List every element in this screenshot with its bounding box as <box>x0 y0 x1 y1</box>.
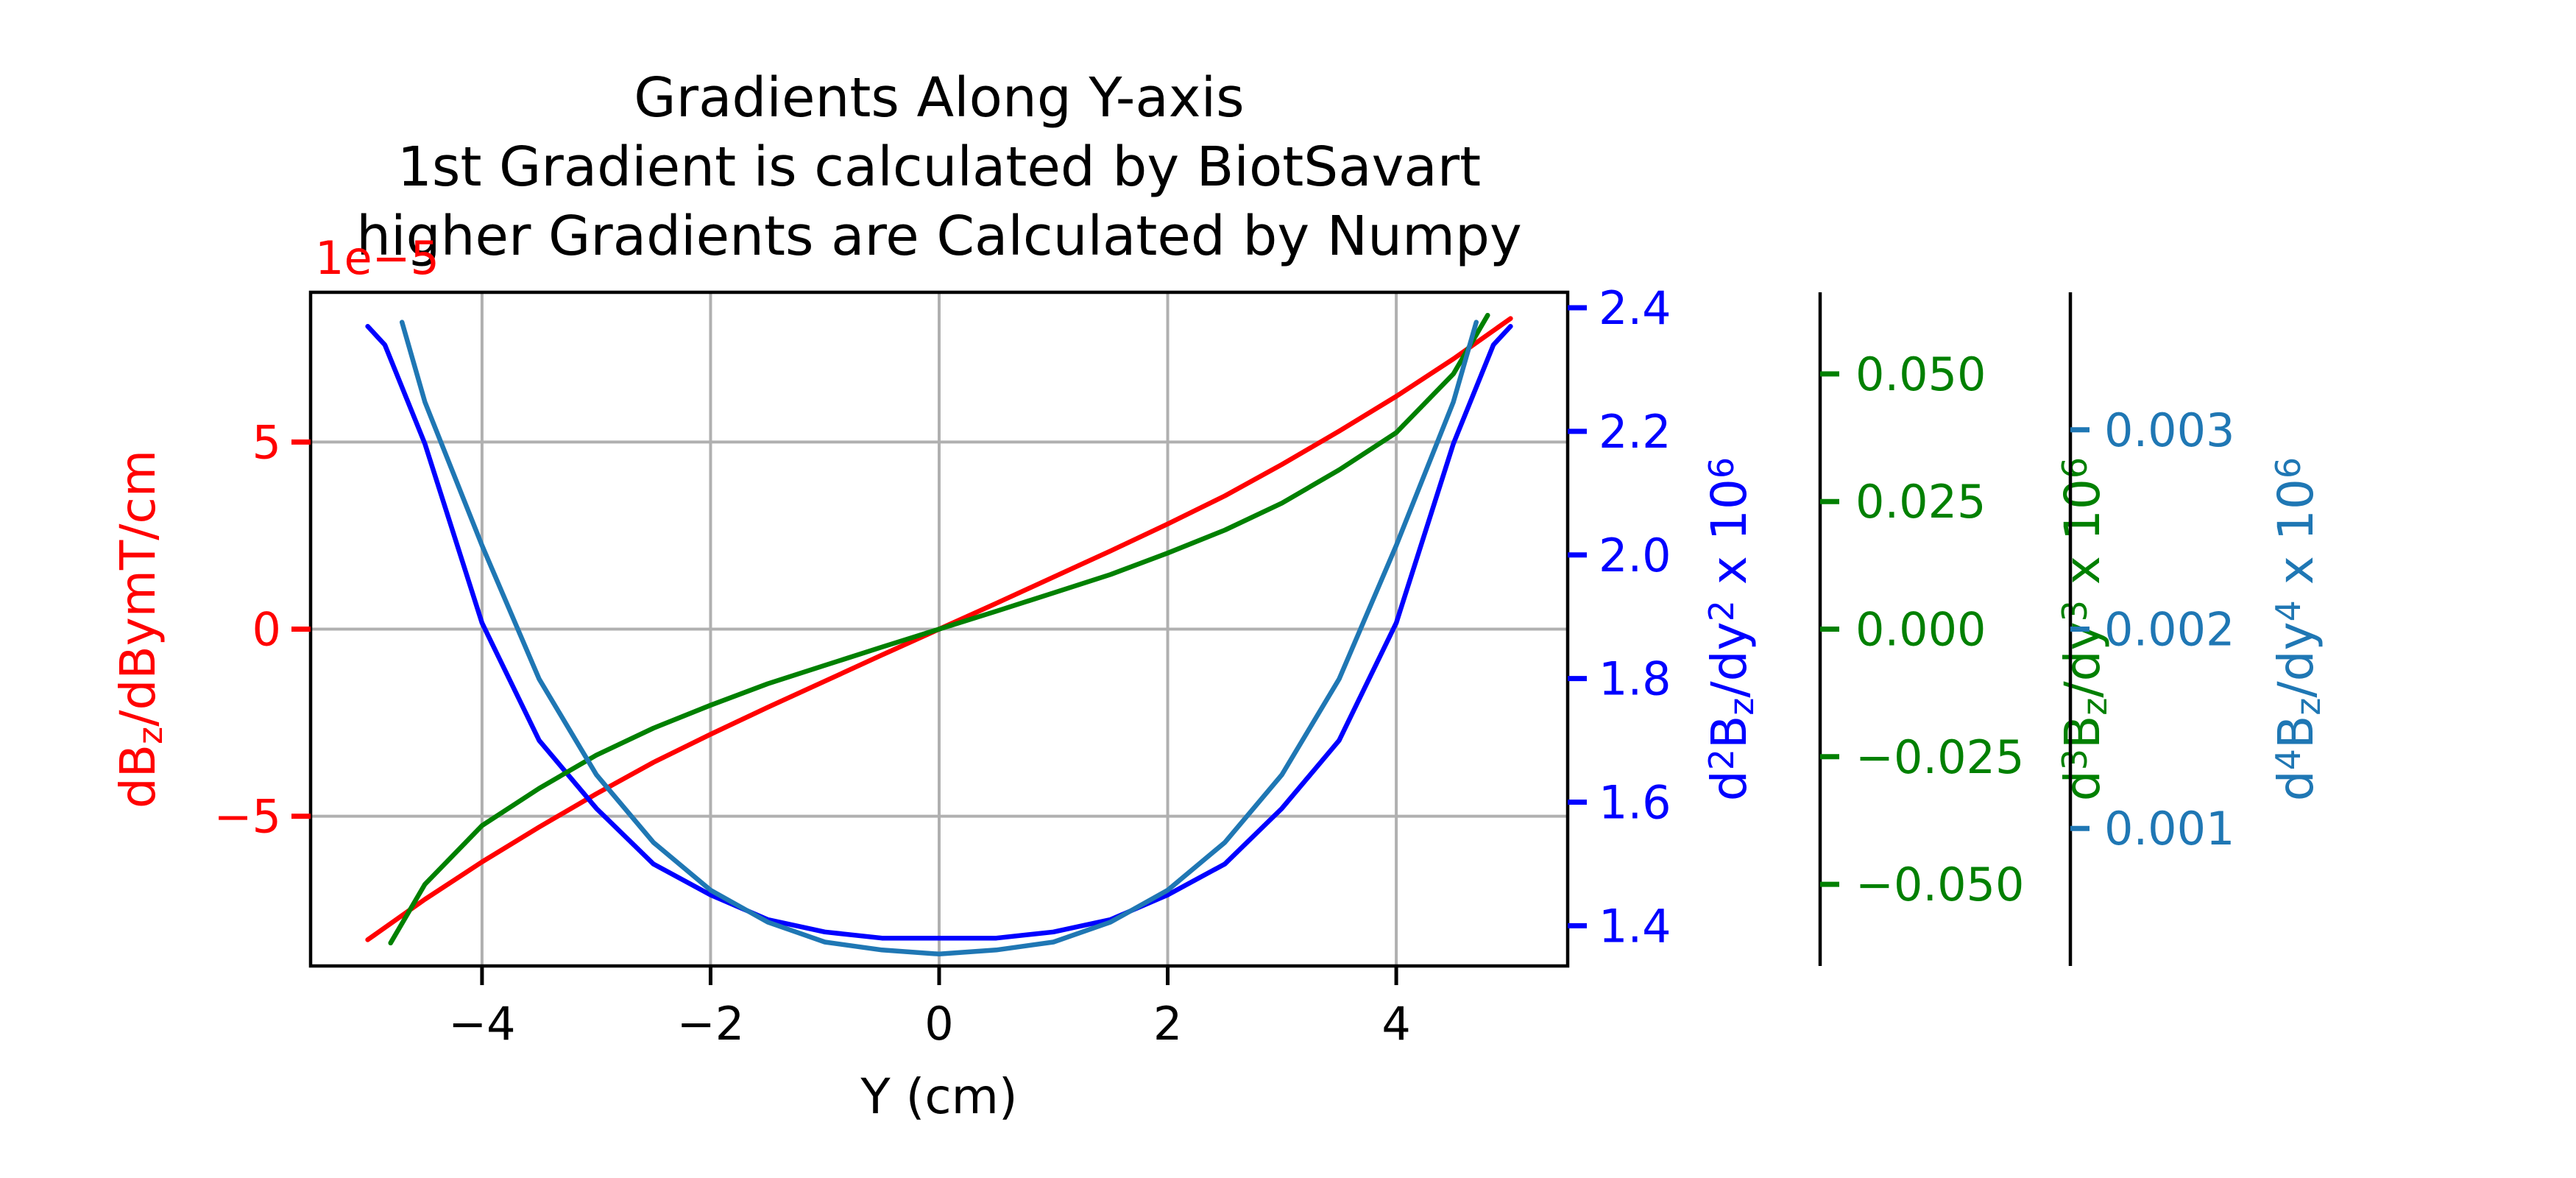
x-axis: −4 −2 0 2 4 <box>448 966 1411 1051</box>
y-tick-label: 0 <box>252 603 281 657</box>
y-axis-a3: −0.050 −0.025 0.000 0.025 0.050 d3Bz/dy3 x 10… <box>1818 292 2115 966</box>
y-axis-label-a1: dBz/dBymT/cm <box>110 450 170 808</box>
y-axis-a2: 1.4 1.6 1.8 2.0 2.2 2.4 d2Bz/dy2 x 106 <box>1568 281 1761 953</box>
title-line-3: higher Gradients are Calculated by Numpy <box>356 205 1522 268</box>
y-tick-label: 0.003 <box>2104 403 2235 457</box>
y-axes: −5 0 5 dBz/dBymT/cm 1.4 1.6 1.8 2.0 2.2 2.4 d2Bz/d… <box>110 281 2328 966</box>
y-tick-label: 0.001 <box>2104 802 2235 856</box>
y-tick-label: 2.2 <box>1599 405 1671 459</box>
chart-title: Gradients Along Y-axis 1st Gradient is c… <box>356 66 1522 268</box>
y-tick-label: −0.050 <box>1855 858 2024 911</box>
title-line-1: Gradients Along Y-axis <box>634 66 1244 130</box>
y-tick-label: 0.002 <box>2104 603 2235 657</box>
y-axis-label-a3: d3Bz/dy3 x 106 <box>2054 457 2115 801</box>
x-tick-label: 0 <box>924 997 953 1051</box>
plot-lines <box>365 312 1513 957</box>
series-line-a3 <box>388 312 1490 946</box>
series-line-a2 <box>365 323 1513 941</box>
x-tick-label: 2 <box>1153 997 1182 1051</box>
y-tick-label: −5 <box>214 790 281 844</box>
x-tick-label: −4 <box>448 997 515 1051</box>
y-tick-label: 2.4 <box>1599 281 1671 335</box>
title-line-2: 1st Gradient is calculated by BiotSavart <box>397 135 1481 199</box>
y-tick-label: 0.025 <box>1855 475 1986 529</box>
y-tick-label: 1.8 <box>1599 652 1671 706</box>
y-tick-label: 5 <box>252 415 281 469</box>
x-tick-label: −2 <box>677 997 744 1051</box>
y-axis-label-a2: d2Bz/dy2 x 106 <box>1701 457 1761 801</box>
y-tick-label: 0.050 <box>1855 348 1986 401</box>
series-line-a4 <box>399 320 1479 957</box>
y-tick-label: −0.025 <box>1855 730 2024 784</box>
y-tick-label: 1.4 <box>1599 899 1671 953</box>
y-axis-a1: −5 0 5 dBz/dBymT/cm <box>110 415 311 844</box>
y-tick-label: 0.000 <box>1855 603 1986 657</box>
y-tick-label: 1.6 <box>1599 776 1671 830</box>
y-axis-label-a4: d4Bz/dy4 x 106 <box>2268 457 2328 801</box>
x-axis-label: Y (cm) <box>860 1068 1017 1125</box>
y-axis-a4: 0.001 0.002 0.003 d4Bz/dy4 x 106 <box>2068 292 2328 966</box>
x-tick-label: 4 <box>1381 997 1410 1051</box>
y-tick-label: 2.0 <box>1599 529 1671 582</box>
left-axis-offset-text: 1e−5 <box>315 231 439 285</box>
